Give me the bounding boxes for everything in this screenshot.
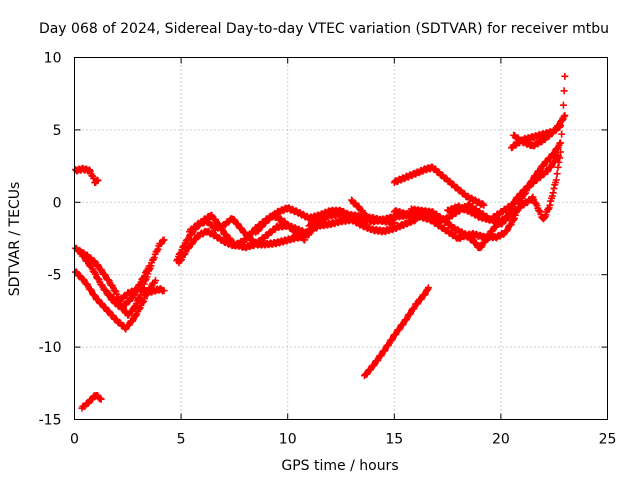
sdtvar-track [72,236,168,319]
sdtvar-track [72,164,102,187]
y-tick-label: -15 [39,413,62,429]
data-point-marker [150,253,158,261]
x-tick-labels: 0 5 10 15 20 25 [70,432,616,448]
x-tick-label: 20 [492,432,510,448]
data-series [72,72,569,412]
data-point-marker [406,310,414,318]
data-point-marker [390,219,398,227]
sdtvar-track [305,209,398,230]
data-point-marker [360,210,368,218]
sdtvar-track [510,122,565,150]
data-point-marker [557,148,565,156]
data-point-marker [145,262,153,270]
data-point-marker [152,276,160,284]
data-point-marker [557,122,565,130]
y-tick-label: -10 [39,340,62,356]
data-point-marker [559,101,567,109]
sdtvar-track [102,285,168,306]
sdtvar-track [72,268,160,333]
data-point-marker [395,326,403,334]
sdtvar-track [422,139,565,243]
axis-ticks [74,57,608,420]
sdtvar-track [497,72,569,228]
data-point-marker [479,200,487,208]
data-point-marker [424,284,432,292]
data-point-marker [184,236,192,244]
x-axis-label: GPS time / hours [281,458,398,474]
data-point-marker [510,199,518,207]
data-point-marker [560,87,568,95]
data-point-marker [94,177,102,185]
x-tick-label: 10 [279,432,297,448]
x-tick-label: 0 [70,432,79,448]
chart-title: Day 068 of 2024, Sidereal Day-to-day VTE… [39,21,609,37]
data-point-marker [97,395,105,403]
data-point-marker [510,216,518,224]
sdtvar-track [186,215,313,249]
data-point-marker [139,298,147,306]
data-point-marker [554,163,562,171]
data-point-marker [192,235,200,243]
y-axis-label: SDTVAR / TECUs [7,182,23,297]
data-point-marker [503,227,511,235]
data-point-marker [553,170,561,178]
data-point-marker [160,236,168,244]
sdtvar-track [348,196,368,218]
data-point-marker [555,158,563,166]
x-tick-label: 25 [599,432,617,448]
y-tick-label: -5 [48,268,62,284]
data-point-marker [558,130,566,138]
y-tick-label: 0 [53,195,62,211]
data-point-marker [421,291,429,299]
x-tick-label: 15 [385,432,403,448]
sdtvar-track [78,391,105,412]
sdtvar-track [390,163,488,209]
y-tick-labels: -15 -10 -5 0 5 10 [39,51,62,429]
y-tick-label: 10 [44,51,62,67]
data-point-marker [388,336,396,344]
data-point-marker [561,72,569,80]
data-point-marker [160,287,168,295]
plot-frame [74,57,608,420]
sdtvar-track [360,284,432,380]
grid [74,57,608,420]
data-point-marker [557,139,565,147]
sdtvar-track [294,215,420,242]
data-point-marker [552,176,560,184]
data-point-marker [128,317,136,325]
data-point-marker [556,154,564,162]
data-point-marker [360,209,368,217]
data-point-marker [154,245,162,253]
data-point-marker [535,207,543,215]
y-tick-label: 5 [53,123,62,139]
data-point-marker [480,201,488,209]
data-point-marker [370,362,378,370]
x-tick-label: 5 [177,432,186,448]
data-point-marker [101,271,109,279]
data-point-marker [559,114,567,122]
data-point-marker [135,305,143,313]
